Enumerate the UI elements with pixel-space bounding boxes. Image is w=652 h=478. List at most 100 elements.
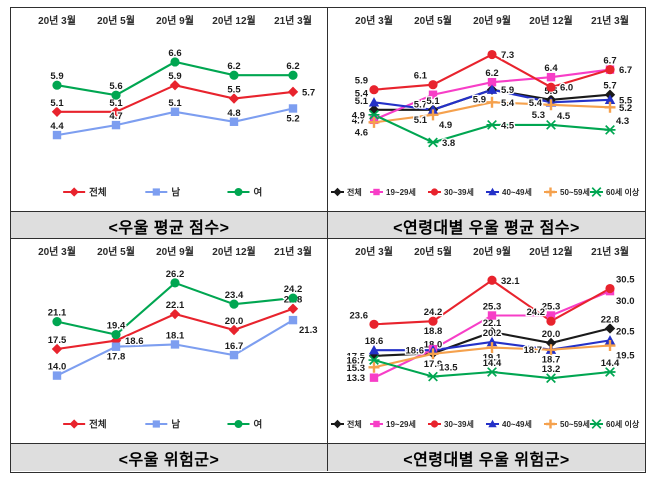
svg-text:17.8: 17.8 bbox=[107, 352, 126, 363]
svg-text:17.9: 17.9 bbox=[424, 359, 443, 370]
svg-text:30.5: 30.5 bbox=[616, 275, 635, 286]
svg-text:4.9: 4.9 bbox=[439, 120, 452, 131]
series-points-30~39세: 23.6 24.2 32.1 24.2 30.5 bbox=[348, 273, 636, 329]
svg-text:4.7: 4.7 bbox=[109, 111, 122, 122]
svg-text:23.4: 23.4 bbox=[225, 290, 244, 301]
svg-text:16.7: 16.7 bbox=[225, 341, 244, 352]
svg-text:6.7: 6.7 bbox=[603, 56, 616, 67]
svg-text:남: 남 bbox=[171, 419, 180, 431]
legend: 전체 19~29세 30~39세 40~49세 50~59세 60세 이상 bbox=[331, 187, 640, 197]
svg-text:14.4: 14.4 bbox=[483, 358, 502, 369]
svg-text:15.3: 15.3 bbox=[347, 363, 366, 374]
svg-text:30.0: 30.0 bbox=[616, 296, 635, 307]
svg-text:4.9: 4.9 bbox=[352, 110, 365, 121]
chart-cell-avg-score: 20년 3월 20년 5월 20년 9월 20년 12월 21년 3월 5.1 5.1 5.9… bbox=[11, 8, 328, 239]
svg-text:20년 3월: 20년 3월 bbox=[355, 245, 393, 258]
series-points-60세 이상: 16.7 13.5 14.4 13.2 14.4 bbox=[345, 354, 621, 384]
svg-text:20년 12월: 20년 12월 bbox=[529, 245, 572, 258]
svg-text:전체: 전체 bbox=[89, 419, 106, 431]
svg-text:17.5: 17.5 bbox=[48, 335, 67, 346]
series-points-50~59세: 4.64.95.45.35.2 bbox=[354, 97, 634, 140]
svg-text:5.1: 5.1 bbox=[355, 96, 369, 107]
series-points-남: 14.0 17.8 18.1 16.7 21.3 bbox=[47, 315, 319, 380]
svg-text:50~59세: 50~59세 bbox=[560, 419, 590, 429]
svg-text:4.3: 4.3 bbox=[616, 116, 629, 127]
svg-text:23.6: 23.6 bbox=[350, 310, 369, 321]
svg-text:24.2: 24.2 bbox=[527, 307, 546, 318]
svg-text:18.7: 18.7 bbox=[542, 355, 561, 366]
series-points-전체: 17.5 18.0 22.1 20.0 22.8 bbox=[345, 313, 620, 364]
svg-text:18.6: 18.6 bbox=[125, 336, 144, 347]
svg-text:25.3: 25.3 bbox=[542, 302, 561, 313]
svg-text:6.0: 6.0 bbox=[560, 83, 573, 94]
svg-text:25.3: 25.3 bbox=[483, 302, 502, 313]
svg-text:20.2: 20.2 bbox=[483, 328, 502, 339]
svg-text:5.7: 5.7 bbox=[414, 100, 427, 111]
line-chart-avg-score-by-age: 20년 3월 20년 5월 20년 9월 20년 12월 21년 3월 5.1 5.1 5.9… bbox=[328, 8, 645, 211]
svg-text:5.7: 5.7 bbox=[302, 87, 315, 98]
svg-text:19~29세: 19~29세 bbox=[386, 187, 416, 197]
chart-title-avg-score-by-age: <연령대별 우울 평균 점수> bbox=[328, 211, 645, 238]
svg-text:여: 여 bbox=[253, 187, 262, 199]
svg-text:14.0: 14.0 bbox=[48, 362, 67, 373]
svg-text:50~59세: 50~59세 bbox=[560, 187, 590, 197]
svg-text:21년 3월: 21년 3월 bbox=[274, 245, 312, 258]
svg-text:18.6: 18.6 bbox=[406, 346, 425, 357]
svg-text:3.8: 3.8 bbox=[442, 138, 455, 149]
series-points-남: 4.4 4.7 5.1 4.8 5.2 bbox=[49, 97, 301, 140]
series-line-60세 이상 bbox=[373, 113, 611, 144]
series-points-전체: 5.1 5.1 5.9 5.5 5.7 bbox=[49, 70, 316, 117]
svg-text:30~39세: 30~39세 bbox=[444, 187, 474, 197]
chart-svg-risk-group-by-age: 20년 3월 20년 5월 20년 9월 20년 12월 21년 3월 17.5 18.0 2… bbox=[331, 245, 640, 429]
svg-text:5.4: 5.4 bbox=[529, 98, 543, 109]
svg-text:20.0: 20.0 bbox=[225, 316, 244, 327]
svg-text:5.5: 5.5 bbox=[619, 95, 633, 106]
svg-text:4.4: 4.4 bbox=[50, 121, 64, 132]
svg-text:18.8: 18.8 bbox=[424, 326, 443, 337]
svg-text:5.2: 5.2 bbox=[619, 103, 632, 114]
svg-text:22.1: 22.1 bbox=[166, 300, 185, 311]
svg-text:20년 3월: 20년 3월 bbox=[38, 14, 76, 27]
svg-text:22.8: 22.8 bbox=[601, 314, 620, 325]
svg-text:32.1: 32.1 bbox=[501, 276, 520, 287]
svg-text:20년 9월: 20년 9월 bbox=[156, 245, 194, 258]
svg-text:20년 12월: 20년 12월 bbox=[212, 245, 255, 258]
svg-text:5.4: 5.4 bbox=[501, 98, 515, 109]
svg-text:5.5: 5.5 bbox=[227, 85, 241, 96]
svg-text:6.7: 6.7 bbox=[619, 65, 632, 76]
svg-text:5.1: 5.1 bbox=[414, 115, 428, 126]
svg-text:18.6: 18.6 bbox=[365, 336, 384, 347]
svg-text:18.0: 18.0 bbox=[424, 339, 443, 350]
svg-text:19~29세: 19~29세 bbox=[386, 419, 416, 429]
svg-text:5.9: 5.9 bbox=[50, 71, 63, 82]
series-points-전체: 17.518.622.120.022.8 bbox=[47, 293, 304, 355]
svg-text:13.2: 13.2 bbox=[542, 364, 561, 375]
svg-text:21년 3월: 21년 3월 bbox=[591, 245, 629, 258]
svg-text:19.5: 19.5 bbox=[616, 351, 635, 362]
series-points-여: 5.9 5.6 6.6 6.2 6.2 bbox=[49, 47, 301, 100]
svg-text:20년 5월: 20년 5월 bbox=[97, 245, 135, 258]
svg-text:20년 9월: 20년 9월 bbox=[156, 14, 194, 27]
svg-text:14.4: 14.4 bbox=[601, 358, 620, 369]
line-chart-risk-group: 20년 3월 20년 5월 20년 9월 20년 12월 21년 3월 17.5 18.6 2… bbox=[11, 239, 327, 443]
svg-text:20년 12월: 20년 12월 bbox=[529, 14, 572, 27]
legend: 전체 19~29세 30~39세 40~49세 50~59세 60세 이상 bbox=[331, 419, 640, 429]
svg-text:24.2: 24.2 bbox=[284, 284, 303, 295]
svg-text:5.2: 5.2 bbox=[286, 114, 299, 125]
legend: 전체 남 여 bbox=[63, 419, 262, 431]
svg-text:5.1: 5.1 bbox=[50, 98, 64, 109]
x-axis-labels: 20년 3월 20년 5월 20년 9월 20년 12월 21년 3월 bbox=[355, 14, 629, 27]
chart-svg-avg-score-by-age: 20년 3월 20년 5월 20년 9월 20년 12월 21년 3월 5.1 5.1 5.9… bbox=[331, 14, 640, 197]
svg-text:여: 여 bbox=[253, 419, 262, 431]
series-points-50~59세: 15.3 17.9 19.1 18.7 19.5 bbox=[345, 340, 636, 375]
svg-text:5.9: 5.9 bbox=[168, 71, 181, 82]
series-points-40~49세: 18.6 18.6 20.2 18.7 20.5 bbox=[364, 325, 637, 358]
chart-title-risk-group-by-age: <연령대별 우울 위험군> bbox=[328, 443, 645, 471]
svg-text:22.1: 22.1 bbox=[483, 318, 502, 329]
legend: 전체 남 여 bbox=[63, 187, 262, 199]
svg-text:18.7: 18.7 bbox=[524, 345, 543, 356]
svg-text:20년 5월: 20년 5월 bbox=[414, 245, 452, 258]
svg-text:5.9: 5.9 bbox=[473, 95, 486, 106]
svg-text:19.4: 19.4 bbox=[107, 321, 126, 332]
